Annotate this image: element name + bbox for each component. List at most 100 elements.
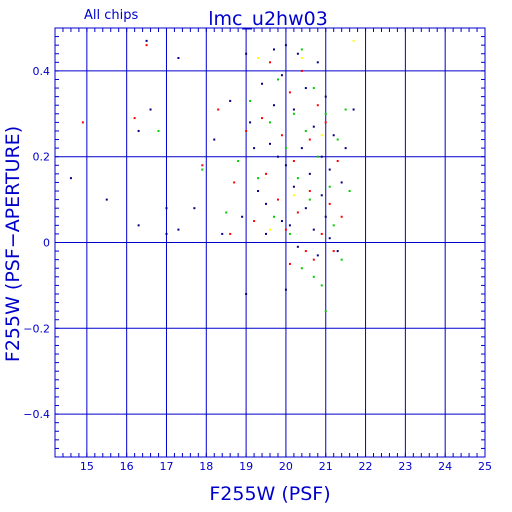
data-point (344, 147, 347, 150)
data-point (217, 108, 220, 111)
chart-subtitle: All chips (84, 8, 138, 23)
data-point (340, 215, 343, 218)
data-point (312, 228, 315, 231)
data-point (344, 108, 347, 111)
data-point (316, 104, 319, 107)
data-point (272, 215, 275, 218)
data-point (312, 258, 315, 261)
data-point (332, 134, 335, 137)
data-point (300, 147, 303, 150)
data-points (69, 39, 355, 313)
data-point (296, 211, 299, 214)
data-point (292, 194, 295, 197)
data-point (332, 250, 335, 253)
data-point (145, 44, 148, 47)
y-tick-label: −0.4 (23, 408, 50, 421)
x-tick-label: 21 (319, 460, 333, 473)
data-point (284, 288, 287, 291)
data-point (328, 185, 331, 188)
data-point (133, 117, 136, 120)
data-point (296, 245, 299, 248)
data-point (292, 112, 295, 115)
data-point (340, 258, 343, 261)
x-tick-label: 17 (159, 460, 173, 473)
data-point (280, 134, 283, 137)
chart-title: lmc_u2hw03 (208, 8, 328, 30)
data-point (328, 168, 331, 171)
data-point (265, 172, 268, 175)
data-point (249, 99, 252, 102)
data-point (261, 117, 264, 120)
data-point (296, 177, 299, 180)
data-point (272, 48, 275, 51)
data-point (280, 74, 283, 77)
y-tick-label: 0 (43, 237, 50, 250)
data-point (105, 198, 108, 201)
data-point (324, 121, 327, 124)
data-point (241, 215, 244, 218)
data-point (245, 129, 248, 132)
data-point (229, 232, 232, 235)
x-tick-label: 25 (478, 460, 492, 473)
y-tick-label: 0.2 (33, 151, 51, 164)
data-point (145, 39, 148, 42)
data-point (288, 224, 291, 227)
data-point (284, 228, 287, 231)
x-tick-label: 18 (199, 460, 213, 473)
data-point (280, 220, 283, 223)
data-point (336, 159, 339, 162)
data-point (269, 61, 271, 64)
data-point (137, 224, 140, 227)
data-point (352, 108, 355, 111)
data-point (288, 91, 291, 94)
plot-frame (54, 27, 486, 458)
data-point (276, 198, 279, 201)
data-point (328, 202, 331, 205)
y-tick-label: −0.2 (23, 322, 50, 335)
data-point (304, 207, 307, 210)
y-tick-labels: −0.4 −0.2 0 0.2 0.4 (23, 65, 50, 421)
data-point (253, 220, 256, 223)
x-tick-label: 19 (239, 460, 253, 473)
data-point (193, 207, 196, 210)
data-point (320, 232, 323, 235)
data-point (300, 267, 303, 270)
data-point (316, 254, 319, 257)
data-point (261, 82, 264, 85)
data-point (292, 108, 295, 111)
data-point (284, 147, 287, 150)
data-point (320, 194, 323, 197)
y-axis-label: F255W (PSF−APERTURE) (2, 126, 24, 362)
data-point (336, 138, 339, 141)
x-tick-label: 23 (398, 460, 412, 473)
data-point (320, 134, 323, 137)
data-point (177, 228, 180, 231)
data-point (324, 95, 327, 98)
data-point (225, 211, 228, 214)
data-point (304, 87, 307, 90)
y-tick-label: 0.4 (33, 65, 51, 78)
grid (55, 28, 486, 457)
data-point (257, 177, 260, 180)
data-point (276, 155, 279, 158)
data-point (352, 39, 355, 42)
data-point (324, 112, 327, 115)
data-point (177, 57, 180, 60)
data-point (272, 104, 275, 107)
data-point (312, 87, 315, 90)
data-point (269, 228, 271, 231)
data-point (157, 129, 160, 132)
data-point (201, 164, 204, 167)
data-point (312, 275, 315, 278)
data-point (328, 237, 331, 240)
data-point (288, 262, 291, 265)
data-point (308, 172, 311, 175)
x-tick-label: 22 (359, 460, 373, 473)
data-point (288, 232, 291, 235)
data-point (308, 138, 311, 141)
data-point (201, 168, 204, 171)
data-point (233, 181, 236, 184)
data-point (308, 198, 311, 201)
data-point (300, 69, 303, 72)
data-point (221, 232, 224, 235)
